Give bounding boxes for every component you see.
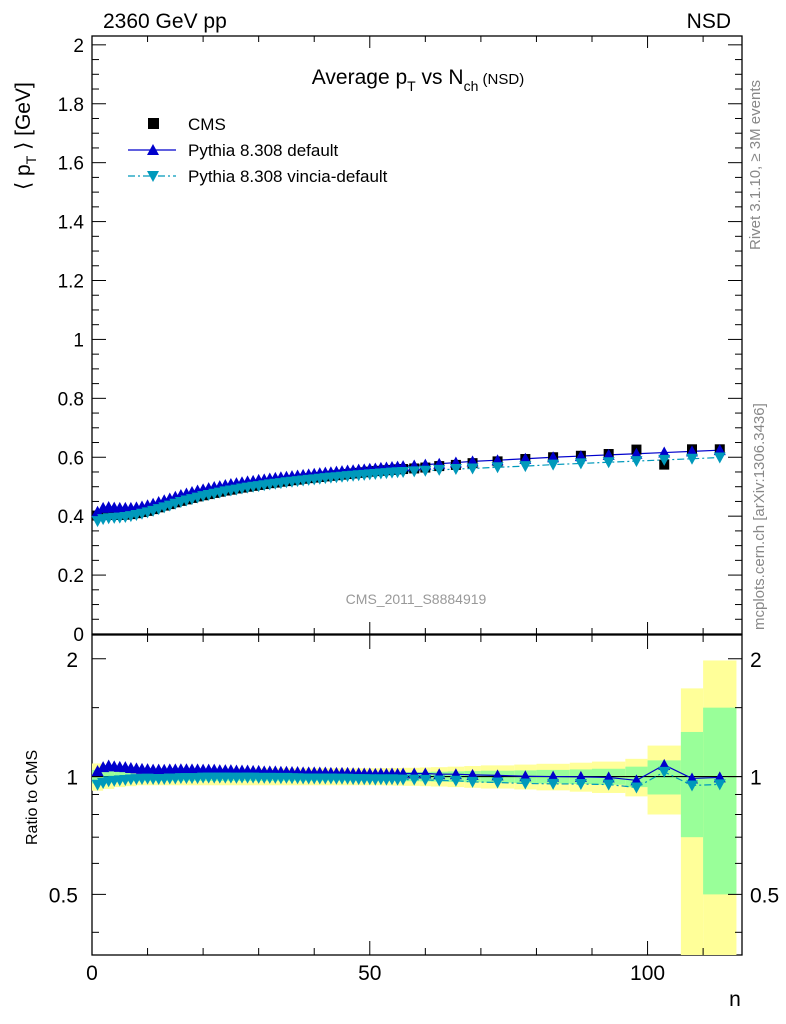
y-tick-label: 1.2 xyxy=(58,272,84,293)
ratio-default-point xyxy=(547,770,560,782)
pythia-vincia-point xyxy=(433,464,446,476)
x-tick-label: 50 xyxy=(358,962,381,985)
y-tick-label: 2 xyxy=(73,36,84,57)
ratio-vincia-point xyxy=(686,780,698,792)
y-tick-label: 1.4 xyxy=(58,213,85,234)
stat-uncertainty-band xyxy=(703,707,737,895)
main-plot-panel: 0 0.2 0.4 0.6 0.8 1 1.2 1.4 1.6 1.8 2 Average pT v… xyxy=(12,35,743,646)
pythia-vincia-point xyxy=(630,456,643,468)
ratio-y-tick-label-right: 0.5 xyxy=(750,884,779,907)
ratio-default-point xyxy=(91,765,104,777)
y-tick-label: 0.4 xyxy=(58,507,85,528)
main-title: Average pT vs Nch (NSD) xyxy=(312,66,524,94)
ratio-default-point xyxy=(519,770,532,782)
pythia-default-point xyxy=(91,505,104,517)
pythia-default-point xyxy=(602,448,615,460)
pythia-vincia-point xyxy=(519,461,532,473)
pythia-vincia-point xyxy=(449,464,462,476)
x-tick-label: 100 xyxy=(630,962,665,985)
ratio-vincia-point xyxy=(519,778,532,790)
pythia-default-point xyxy=(686,445,698,457)
main-y-axis-label: ⟨ pT ⟩ [GeV] xyxy=(12,82,39,190)
pythia-default-point xyxy=(547,451,560,463)
ratio-plot-panel: 0.5 0.5 1 1 2 2 0 50 100 Ratio to CMS n xyxy=(24,634,779,1011)
y-tick-label: 1.6 xyxy=(58,154,84,175)
y-tick-label: 0.2 xyxy=(58,566,84,587)
ratio-vincia-point xyxy=(658,766,671,778)
x-tick-label: 0 xyxy=(86,962,98,985)
main-plot-frame xyxy=(91,35,743,635)
header-left: 2360 GeV pp xyxy=(103,10,227,33)
legend-label: CMS xyxy=(188,115,226,134)
x-axis-label: n xyxy=(729,988,741,1011)
legend-marker-vincia xyxy=(147,171,159,182)
ratio-y-axis-label: Ratio to CMS xyxy=(24,750,41,845)
pythia-default-point xyxy=(713,444,726,456)
ratio-vincia-point xyxy=(449,775,462,787)
legend: CMS Pythia 8.308 default Pythia 8.308 vinc… xyxy=(128,115,388,186)
pythia-vincia-point xyxy=(547,459,560,471)
ratio-vincia-point xyxy=(419,774,432,786)
rivet-label: Rivet 3.1.10, ≥ 3M events xyxy=(747,80,764,250)
main-y-ticks: 0 0.2 0.4 0.6 0.8 1 1.2 1.4 1.6 1.8 2 xyxy=(58,36,742,646)
pythia-vincia-point xyxy=(408,466,421,478)
pythia-vincia-point xyxy=(491,462,504,474)
mcplots-label: mcplots.cern.ch [arXiv:1306.3436] xyxy=(751,403,768,630)
pythia-vincia-point xyxy=(397,466,410,478)
pythia-default-point xyxy=(630,447,643,459)
legend-marker-cms xyxy=(148,118,159,129)
main-data-markers xyxy=(91,444,726,528)
pythia-default-point xyxy=(519,452,532,464)
ratio-uncertainty-bands xyxy=(92,660,742,955)
ratio-data-lines xyxy=(91,758,726,794)
legend-label: Pythia 8.308 default xyxy=(188,141,339,160)
pythia-vincia-point xyxy=(713,452,726,464)
ratio-vincia-point xyxy=(574,779,587,791)
ratio-vincia-point xyxy=(491,777,504,789)
ratio-y-tick-label: 0.5 xyxy=(49,884,78,907)
pythia-vincia-point xyxy=(686,453,698,465)
pythia-vincia-point xyxy=(574,458,587,470)
ratio-vincia-point xyxy=(397,774,410,786)
ratio-plot-frame xyxy=(91,634,743,956)
ratio-vincia-point xyxy=(408,774,421,786)
pythia-default-point xyxy=(658,446,671,458)
pythia-vincia-point xyxy=(602,457,615,469)
ratio-vincia-point xyxy=(433,775,446,787)
y-tick-label: 0.6 xyxy=(58,448,84,469)
ratio-vincia-point xyxy=(547,778,560,790)
ratio-y-tick-label: 1 xyxy=(66,767,78,790)
watermark: CMS_2011_S8884919 xyxy=(346,591,487,607)
ratio-ticks: 0.5 0.5 1 1 2 2 0 50 100 xyxy=(49,635,779,985)
y-tick-label: 0.8 xyxy=(58,389,84,410)
ratio-y-tick-label: 2 xyxy=(66,649,78,672)
ratio-y-tick-label-right: 1 xyxy=(750,767,762,790)
y-tick-label: 1 xyxy=(73,330,84,351)
ratio-y-tick-label-right: 2 xyxy=(750,649,762,672)
ratio-vincia-point xyxy=(713,779,726,791)
legend-label: Pythia 8.308 vincia-default xyxy=(188,167,388,186)
pythia-default-point xyxy=(574,450,587,462)
pythia-vincia-point xyxy=(466,463,479,475)
y-tick-label: 0 xyxy=(73,625,84,646)
pythia-vincia-point xyxy=(658,454,671,466)
ratio-vincia-point xyxy=(466,776,479,788)
legend-marker-default xyxy=(147,144,159,155)
ratio-vincia-point xyxy=(630,782,643,794)
header-right: NSD xyxy=(687,10,731,33)
pythia-vincia-point xyxy=(419,465,432,477)
y-tick-label: 1.8 xyxy=(58,95,84,116)
ratio-vincia-point xyxy=(602,779,615,791)
